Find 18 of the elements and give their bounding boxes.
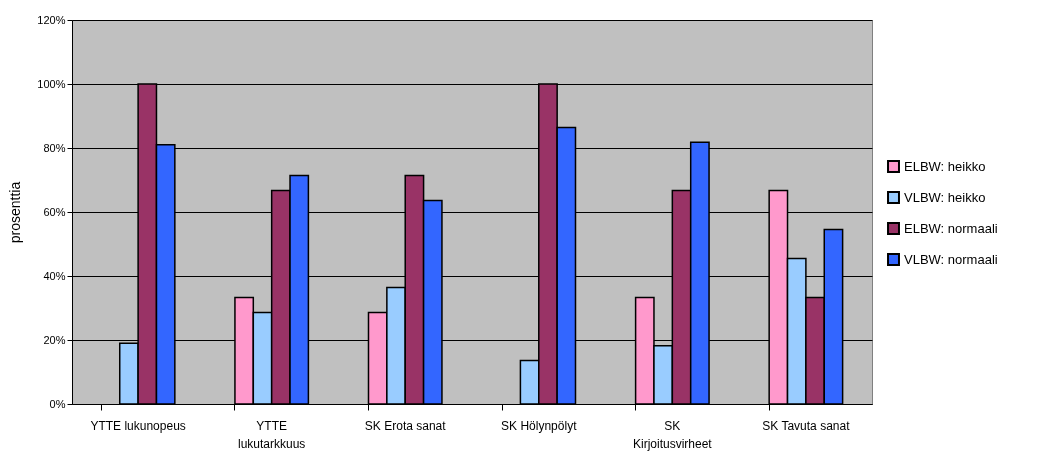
- legend-label: ELBW: heikko: [904, 158, 986, 174]
- legend-label: ELBW: normaali: [904, 220, 998, 236]
- x-tick-label: SK Hölynpölyt: [501, 418, 578, 433]
- x-tick-label: YTTE lukutarkkuus: [237, 418, 306, 451]
- y-tick-label: 20%: [43, 333, 66, 346]
- y-tick-label: 60%: [43, 205, 66, 218]
- x-tick-label: SK Erota sanat: [364, 418, 447, 433]
- x-tick-label: SK Tavuta sanat: [762, 418, 851, 433]
- y-tick-label: 120%: [37, 13, 66, 26]
- legend-label: VLBW: normaali: [904, 251, 998, 267]
- x-tick-label: SK Kirjoitusvirheet: [632, 418, 713, 451]
- y-tick-label: 80%: [43, 141, 66, 154]
- y-tick-label: 100%: [37, 77, 66, 90]
- y-axis-title: prosenttia: [7, 181, 24, 244]
- legend-label: VLBW: heikko: [904, 189, 986, 205]
- y-tick-label: 0%: [49, 397, 66, 410]
- y-tick-label: 40%: [43, 269, 66, 282]
- x-tick-label: YTTE lukunopeus: [90, 418, 186, 433]
